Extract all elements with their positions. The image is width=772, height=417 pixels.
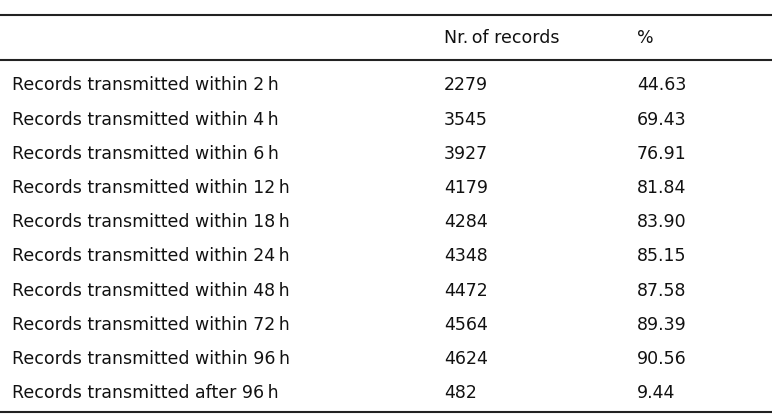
Text: Records transmitted within 48 h: Records transmitted within 48 h: [12, 281, 290, 300]
Text: %: %: [637, 28, 654, 47]
Text: 4624: 4624: [444, 350, 488, 368]
Text: Records transmitted within 4 h: Records transmitted within 4 h: [12, 111, 278, 129]
Text: 85.15: 85.15: [637, 247, 686, 266]
Text: 87.58: 87.58: [637, 281, 686, 300]
Text: Records transmitted within 24 h: Records transmitted within 24 h: [12, 247, 290, 266]
Text: 44.63: 44.63: [637, 76, 686, 95]
Text: 83.90: 83.90: [637, 213, 686, 231]
Text: Nr. of records: Nr. of records: [444, 28, 560, 47]
Text: 482: 482: [444, 384, 477, 402]
Text: Records transmitted within 6 h: Records transmitted within 6 h: [12, 145, 279, 163]
Text: Records transmitted within 12 h: Records transmitted within 12 h: [12, 179, 290, 197]
Text: 81.84: 81.84: [637, 179, 686, 197]
Text: 2279: 2279: [444, 76, 488, 95]
Text: Records transmitted within 96 h: Records transmitted within 96 h: [12, 350, 290, 368]
Text: Records transmitted within 72 h: Records transmitted within 72 h: [12, 316, 290, 334]
Text: 69.43: 69.43: [637, 111, 686, 129]
Text: 4179: 4179: [444, 179, 488, 197]
Text: Records transmitted within 2 h: Records transmitted within 2 h: [12, 76, 279, 95]
Text: Records transmitted within 18 h: Records transmitted within 18 h: [12, 213, 290, 231]
Text: Records transmitted after 96 h: Records transmitted after 96 h: [12, 384, 278, 402]
Text: 4284: 4284: [444, 213, 488, 231]
Text: 4472: 4472: [444, 281, 488, 300]
Text: 9.44: 9.44: [637, 384, 676, 402]
Text: 90.56: 90.56: [637, 350, 686, 368]
Text: 3545: 3545: [444, 111, 488, 129]
Text: 3927: 3927: [444, 145, 488, 163]
Text: 4348: 4348: [444, 247, 488, 266]
Text: 76.91: 76.91: [637, 145, 686, 163]
Text: 4564: 4564: [444, 316, 488, 334]
Text: 89.39: 89.39: [637, 316, 686, 334]
